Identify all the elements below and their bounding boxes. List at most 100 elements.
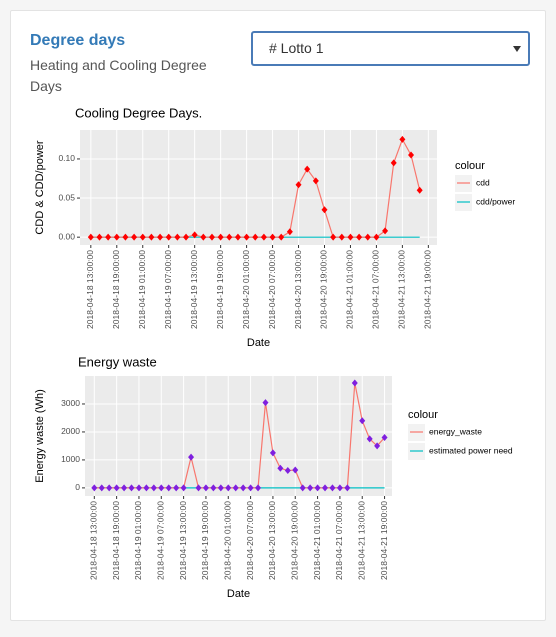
legend-label: estimated power need	[429, 445, 513, 455]
data-point	[322, 484, 329, 492]
data-point	[157, 233, 164, 241]
data-point	[262, 399, 269, 407]
data-point	[381, 434, 388, 442]
data-point	[131, 233, 138, 241]
data-point	[195, 484, 202, 492]
x-tick-label: 2018-04-21 01:00:00	[345, 250, 355, 329]
y-tick-label: 0.10	[58, 153, 75, 163]
data-point	[374, 442, 381, 450]
plot-background	[85, 376, 392, 496]
data-point	[191, 231, 198, 239]
data-point	[299, 484, 306, 492]
x-tick-label: 2018-04-18 13:00:00	[85, 250, 95, 329]
data-point	[312, 177, 319, 185]
data-point	[347, 233, 354, 241]
x-tick-label: 2018-04-19 19:00:00	[200, 501, 210, 580]
x-axis-label: Date	[227, 588, 250, 600]
data-point	[225, 484, 232, 492]
x-tick-label: 2018-04-19 07:00:00	[156, 501, 166, 580]
data-point	[183, 233, 190, 241]
data-point	[122, 233, 129, 241]
page-subtitle: Heating and Cooling Degree Days	[30, 57, 207, 94]
y-axis-label: CDD & CDD/power	[34, 140, 46, 234]
x-tick-label: 2018-04-19 13:00:00	[189, 250, 199, 329]
x-tick-label: 2018-04-21 19:00:00	[423, 250, 433, 329]
plot-background	[80, 130, 437, 245]
data-point	[269, 449, 276, 457]
data-point	[255, 484, 262, 492]
data-point	[416, 186, 423, 194]
x-tick-label: 2018-04-20 13:00:00	[293, 250, 303, 329]
x-tick-label: 2018-04-19 01:00:00	[133, 501, 143, 580]
data-point	[226, 233, 233, 241]
data-point	[180, 484, 187, 492]
x-tick-label: 2018-04-19 01:00:00	[137, 250, 147, 329]
data-point	[399, 135, 406, 143]
x-tick-label: 2018-04-20 13:00:00	[267, 501, 277, 580]
x-tick-label: 2018-04-21 07:00:00	[334, 501, 344, 580]
data-point	[359, 417, 366, 425]
data-point	[150, 484, 157, 492]
x-tick-label: 2018-04-20 01:00:00	[223, 501, 233, 580]
x-tick-label: 2018-04-21 19:00:00	[379, 501, 389, 580]
legend-title: colour	[455, 160, 485, 172]
data-point	[200, 233, 207, 241]
data-point	[128, 484, 135, 492]
y-axis-label: Energy waste (Wh)	[34, 389, 46, 483]
data-point	[408, 151, 415, 159]
data-point	[284, 467, 291, 475]
page-title: Degree days	[30, 32, 126, 49]
x-tick-label: 2018-04-21 13:00:00	[397, 250, 407, 329]
x-tick-label: 2018-04-18 19:00:00	[111, 501, 121, 580]
dropdown-value: # Lotto 1	[269, 40, 324, 56]
data-point	[292, 466, 299, 474]
data-point	[106, 484, 113, 492]
y-tick-label: 0.05	[58, 192, 75, 202]
data-point	[87, 233, 94, 241]
lot-dropdown[interactable]: # Lotto 1	[251, 31, 530, 66]
x-tick-label: 2018-04-20 07:00:00	[245, 501, 255, 580]
x-tick-label: 2018-04-18 19:00:00	[111, 250, 121, 329]
data-point	[113, 484, 120, 492]
y-tick-label: 0	[75, 482, 80, 492]
x-tick-label: 2018-04-18 13:00:00	[89, 501, 99, 580]
data-point	[121, 484, 128, 492]
data-point	[356, 233, 363, 241]
x-tick-label: 2018-04-19 19:00:00	[215, 250, 225, 329]
data-point	[364, 233, 371, 241]
data-point	[329, 484, 336, 492]
data-point	[252, 233, 259, 241]
data-point	[91, 484, 98, 492]
chart-title: Energy waste	[78, 354, 157, 369]
data-point	[174, 233, 181, 241]
x-axis-label: Date	[247, 337, 270, 349]
legend-label: cdd	[476, 177, 490, 187]
data-point	[351, 379, 358, 387]
y-tick-label: 0.00	[58, 231, 75, 241]
data-point	[188, 453, 195, 461]
dropdown-arrow	[513, 46, 521, 52]
x-tick-label: 2018-04-20 01:00:00	[241, 250, 251, 329]
data-point	[202, 484, 209, 492]
y-tick-label: 1000	[61, 454, 80, 464]
data-point	[314, 484, 321, 492]
data-point	[234, 233, 241, 241]
x-tick-label: 2018-04-20 07:00:00	[267, 250, 277, 329]
legend-title: colour	[408, 409, 438, 421]
data-point	[243, 233, 250, 241]
data-point	[321, 206, 328, 214]
legend-label: cdd/power	[476, 196, 515, 206]
x-tick-label: 2018-04-21 07:00:00	[371, 250, 381, 329]
data-point	[295, 181, 302, 189]
data-point	[113, 233, 120, 241]
data-point	[139, 233, 146, 241]
data-point	[338, 233, 345, 241]
data-point	[165, 484, 172, 492]
data-point	[304, 165, 311, 173]
data-point	[148, 233, 155, 241]
data-point	[336, 484, 343, 492]
data-point	[390, 159, 397, 167]
data-point	[269, 233, 276, 241]
y-tick-label: 3000	[61, 398, 80, 408]
